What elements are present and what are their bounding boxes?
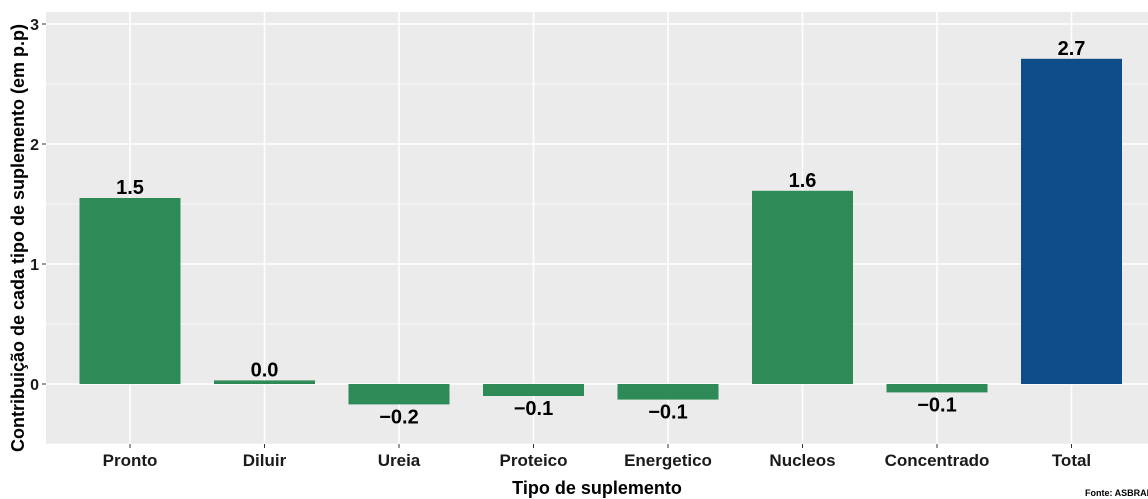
bar-energetico xyxy=(617,384,719,400)
y-tick-label: 1 xyxy=(30,257,39,274)
y-tick-labels: 0 1 2 3 xyxy=(30,17,46,394)
x-axis-title: Tipo de suplemento xyxy=(512,478,682,498)
x-tick-label: Diluir xyxy=(243,451,287,470)
data-label-ureia: −0.2 xyxy=(379,406,418,428)
data-labels-layer: 1.5 0.0 −0.2 −0.1 −0.1 1.6 −0.1 2.7 xyxy=(116,38,1085,429)
x-tick-label: Concentrado xyxy=(885,451,990,470)
data-label-concentrado: −0.1 xyxy=(917,394,956,416)
data-label-nucleos: 1.6 xyxy=(789,170,817,192)
bar-diluir xyxy=(214,380,315,384)
bar-pronto xyxy=(79,198,181,384)
x-tick-labels: Pronto Diluir Ureia Proteico Energetico Nucle… xyxy=(103,444,1091,470)
data-label-total: 2.7 xyxy=(1058,38,1086,60)
bar-ureia xyxy=(348,384,450,405)
bars-layer xyxy=(79,58,1122,405)
x-tick-label: Proteico xyxy=(499,451,567,470)
bar-concentrado xyxy=(886,384,988,393)
bar-total xyxy=(1021,58,1122,385)
data-label-pronto: 1.5 xyxy=(116,177,144,199)
data-label-proteico: −0.1 xyxy=(514,398,553,420)
y-axis-title: Contribuição de cada tipo de suplemento … xyxy=(8,24,28,452)
x-tick-label: Pronto xyxy=(103,451,158,470)
y-tick-label: 3 xyxy=(30,17,39,34)
y-tick-label: 0 xyxy=(30,377,39,394)
x-tick-label: Ureia xyxy=(378,451,421,470)
data-label-diluir: 0.0 xyxy=(251,359,279,381)
data-label-energetico: −0.1 xyxy=(648,402,687,424)
bar-proteico xyxy=(483,384,584,396)
x-tick-label: Nucleos xyxy=(769,451,835,470)
y-tick-label: 2 xyxy=(30,137,39,154)
bar-nucleos xyxy=(752,190,853,384)
x-tick-label: Energetico xyxy=(624,451,712,470)
source-note: Fonte: ASBRAM xyxy=(1085,488,1148,498)
x-tick-label: Total xyxy=(1052,451,1091,470)
plot-panel xyxy=(46,12,1148,444)
